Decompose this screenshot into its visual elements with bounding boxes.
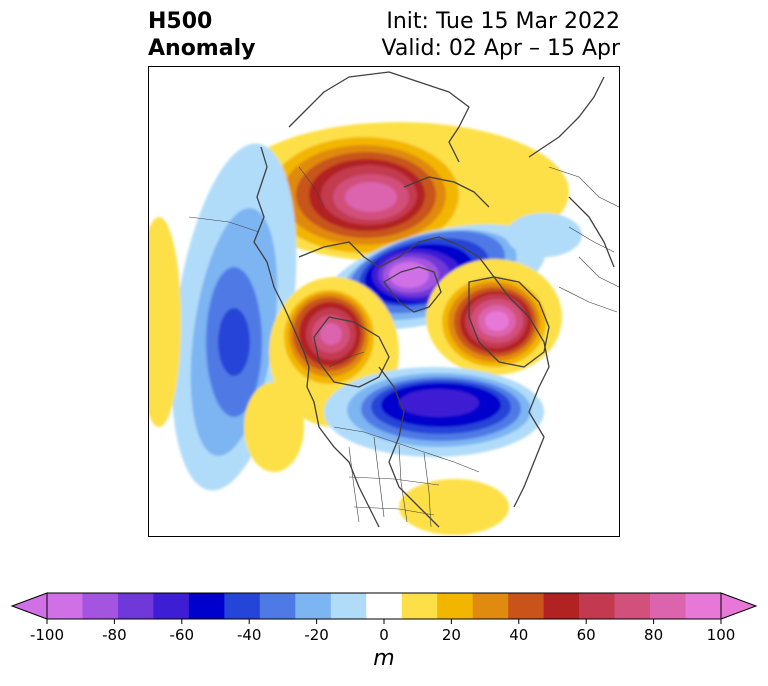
colorbar-tick-label: 0 xyxy=(379,626,389,644)
colorbar-cell xyxy=(330,593,367,619)
colorbar-cell xyxy=(259,593,296,619)
colorbar-unit-label: m xyxy=(373,646,395,671)
anomaly-ridge-north-canada xyxy=(229,122,569,262)
init-time-label: Init: Tue 15 Mar 2022 xyxy=(386,9,620,34)
anomaly-shading xyxy=(149,122,582,535)
anomaly-ridge-west-atlantic xyxy=(399,479,509,535)
colorbar-tick-label: 20 xyxy=(442,626,461,644)
colorbar-cell xyxy=(47,593,83,619)
map-title-variable: H500 xyxy=(148,9,213,34)
valid-range-label: Valid: 02 Apr – 15 Apr xyxy=(381,36,621,61)
colorbar: -100 -80 -60 -40 -20 0 20 40 60 80 100 xyxy=(10,592,758,644)
coastlines xyxy=(253,71,615,528)
colorbar-extend-low xyxy=(10,592,48,620)
anomaly-trough-eastern-us xyxy=(324,367,544,457)
colorbar-tick-label: -100 xyxy=(30,626,64,644)
colorbar-extend-high xyxy=(720,592,758,620)
colorbar-cell xyxy=(401,593,438,619)
colorbar-cell xyxy=(685,593,722,619)
anomaly-ridge-alaska xyxy=(244,277,399,472)
political-borders xyxy=(188,166,619,528)
colorbar-cell xyxy=(437,593,474,619)
colorbar-tick-label: 100 xyxy=(707,626,736,644)
map-panel xyxy=(148,66,620,537)
anomaly-ridge-west-edge xyxy=(149,217,181,427)
map-title-subtitle: Anomaly xyxy=(148,36,256,61)
colorbar-cell xyxy=(82,593,119,619)
colorbar-cell xyxy=(117,593,154,619)
anomaly-blue-greenland xyxy=(506,213,582,257)
colorbar-tick-label: -60 xyxy=(170,626,195,644)
colorbar-cell xyxy=(579,593,616,619)
colorbar-tick-label: -40 xyxy=(237,626,262,644)
colorbar-cell xyxy=(472,593,509,619)
anomaly-map xyxy=(149,71,619,535)
colorbar-cell xyxy=(224,593,261,619)
colorbar-tick-label: -80 xyxy=(102,626,127,644)
colorbar-cell xyxy=(188,593,225,619)
colorbar-tick-label: -20 xyxy=(304,626,329,644)
colorbar-cell xyxy=(650,593,687,619)
colorbar-cell xyxy=(614,593,651,619)
anomaly-ridge-greenland xyxy=(426,259,562,375)
colorbar-tick-label: 80 xyxy=(644,626,663,644)
colorbar-cell xyxy=(366,593,403,619)
colorbar-cell xyxy=(508,593,545,619)
colorbar-cell xyxy=(295,593,332,619)
colorbar-cell xyxy=(543,593,580,619)
colorbar-cell xyxy=(153,593,190,619)
colorbar-tick-label: 40 xyxy=(509,626,528,644)
colorbar-tick-label: 60 xyxy=(577,626,596,644)
